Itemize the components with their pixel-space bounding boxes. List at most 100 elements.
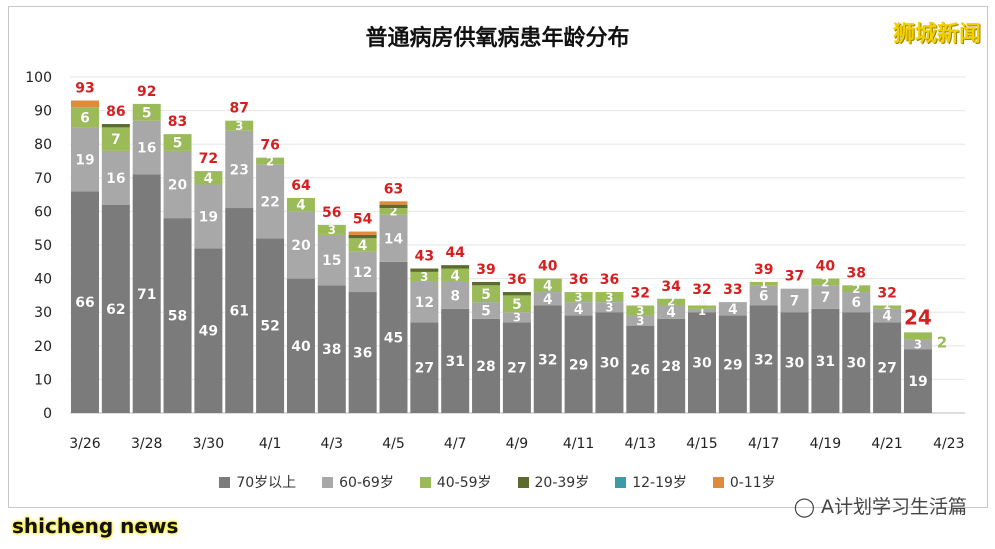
bar-segment [811,308,840,413]
bar-segment [502,312,531,323]
bar-segment [194,171,223,185]
total-label: 40 [816,259,836,275]
legend-label: 0-11岁 [729,475,776,491]
legend: 70岁以上 60-69岁 40-59岁 20-39岁 12-19岁 0-11岁 [0,472,995,492]
bar-segment [441,265,470,269]
y-tick-label: 10 [34,372,52,388]
data-label: 14 [384,231,404,247]
bar-segment [842,292,871,313]
total-label: 54 [353,212,373,228]
legend-swatch [419,476,431,488]
data-label: 23 [230,162,249,178]
data-label: 2 [821,275,829,289]
y-tick-label: 30 [34,305,52,321]
bar-segment [780,312,809,413]
bar-segment [71,100,99,108]
data-label: 2 [389,205,397,219]
bar-segment [564,315,593,413]
data-label: 31 [445,354,464,370]
data-label: 28 [661,359,680,375]
bar-segment [780,288,809,313]
x-tick-label: 3/26 [69,436,101,452]
data-label: 20 [291,238,311,254]
bar-segment [626,325,655,413]
data-label: 30 [847,356,867,372]
x-tick-label: 4/23 [933,436,964,452]
bar-segment [256,164,285,239]
bar-segment [348,234,377,239]
y-tick-label: 90 [34,104,52,120]
data-label: 5 [481,287,491,303]
legend-swatch [322,476,334,488]
bar-segment [688,308,716,313]
total-label: 33 [723,282,742,298]
total-label: 86 [106,104,125,120]
bar-segment [225,208,254,413]
total-label: 63 [384,181,403,197]
data-label: 49 [199,324,218,340]
bar-segment [286,211,315,279]
x-tick-label: 3/30 [193,436,224,452]
bar-segment [348,251,377,293]
bar-segment [410,271,439,282]
bar-segment [410,281,439,323]
data-label: 4 [543,292,553,308]
bar-segment [564,302,593,316]
data-label: 30 [600,356,620,372]
bar-segment [903,339,932,350]
data-label: 52 [260,319,279,335]
bar-segment [626,305,655,316]
bar-segment [718,315,747,413]
legend-swatch [615,476,627,488]
y-tick-label: 100 [25,70,52,86]
bar-segment [718,302,747,316]
data-label: 19 [908,374,927,390]
total-label: 76 [260,138,279,154]
bar-segment [101,124,130,128]
legend-item: 70岁以上 [219,472,296,492]
data-label: 29 [569,357,588,373]
data-label: 22 [260,194,279,210]
data-label: 62 [106,302,125,318]
bar-segment [132,120,161,175]
x-tick-label: 4/9 [506,436,529,452]
data-label: 3 [513,311,521,325]
data-label: 7 [821,290,831,306]
bar-segment [71,107,99,128]
data-label: 1 [698,304,706,318]
bar-segment [903,332,932,340]
data-label: 8 [450,288,460,304]
x-tick-label: 4/21 [871,436,902,452]
total-label: 40 [538,259,558,275]
data-label: 26 [631,362,650,378]
bar-segment [256,157,285,165]
legend-item: 60-69岁 [322,472,394,492]
total-label: 93 [75,81,94,97]
bar-segment [256,238,285,413]
bar-segment [749,285,778,306]
total-label: 39 [754,262,773,278]
data-label: 3 [420,270,428,284]
data-label: 2 [266,154,274,168]
bar-segment [348,292,377,413]
bar-segment [873,305,902,309]
total-label: 87 [230,101,249,117]
bar-segment [194,184,223,249]
total-label: 32 [631,285,650,301]
bar-segment [225,130,254,209]
bar-segment [379,201,408,205]
data-label: 3 [328,223,336,237]
bar-segment [71,127,99,192]
data-label: 1 [883,298,891,312]
bar-segment [564,292,593,303]
data-label: 12 [415,295,434,311]
bar-segment [873,322,902,413]
total-label: 56 [322,205,341,221]
data-label: 15 [322,253,341,269]
bar-segment [194,248,223,413]
bar-segment [163,218,192,413]
data-label: 36 [353,346,372,362]
bar-segment [811,278,840,286]
data-label: 19 [75,152,94,168]
